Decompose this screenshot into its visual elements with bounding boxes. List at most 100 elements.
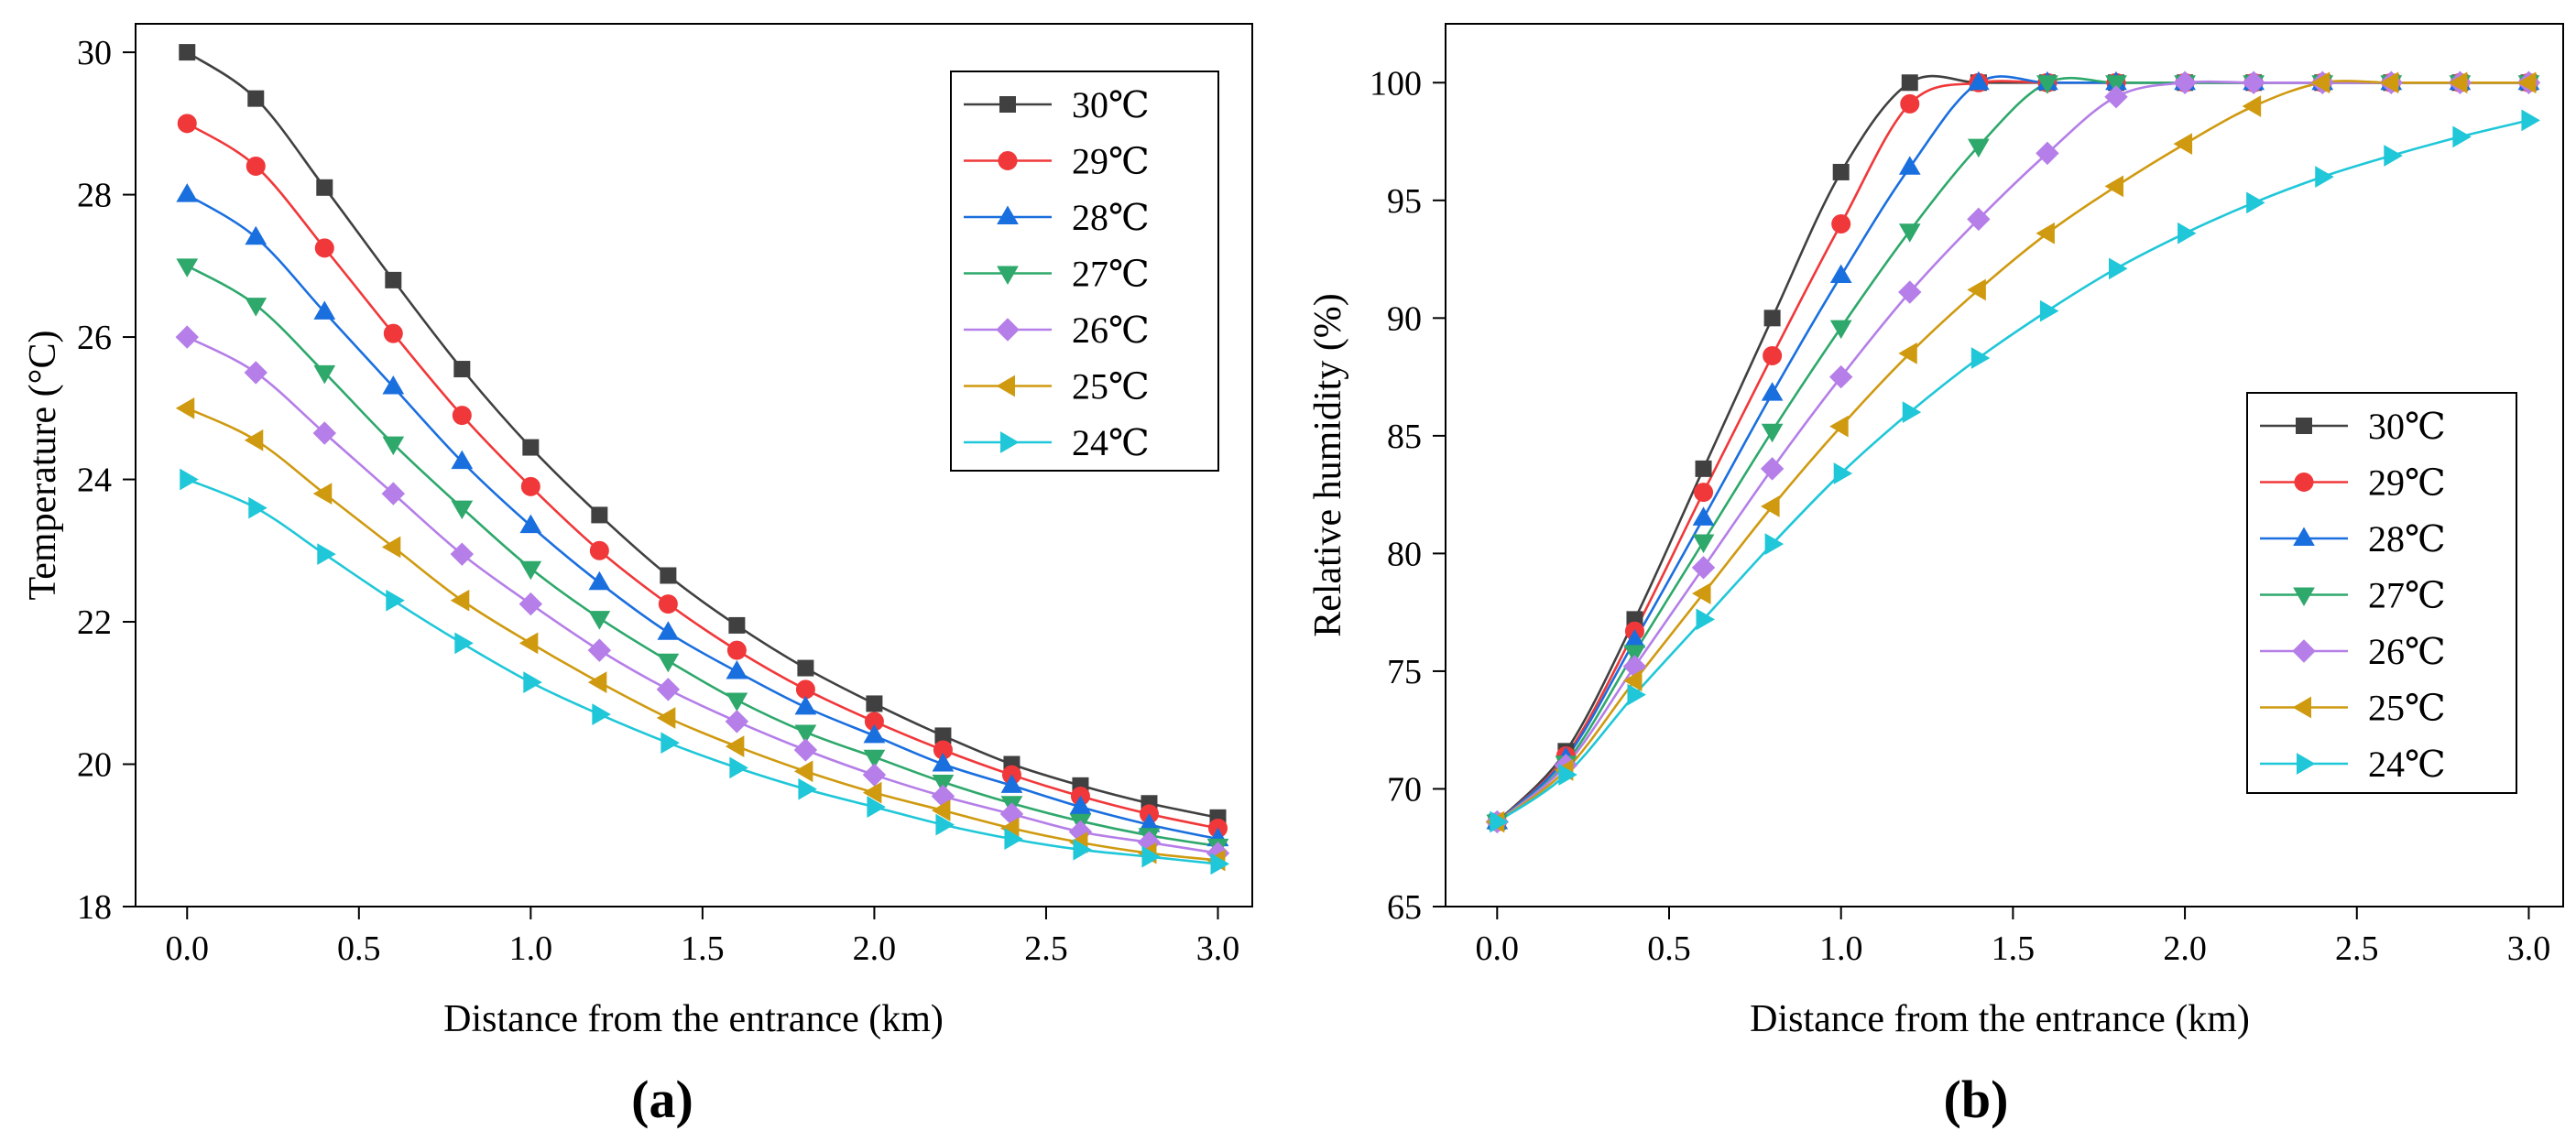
axis-ticks: 0.0 0.5 1.0 1.5 2.0 2.5 3.0 65 70 75 80 85 90 95 100 (1370, 64, 2550, 968)
x-tick-label: 0.5 (1647, 929, 1691, 968)
legend-box (2246, 392, 2517, 794)
data-point (588, 570, 611, 591)
data-point (383, 323, 403, 343)
legend: 30℃ 29℃ 28℃ 27℃ 26℃ 25℃ 24℃ (950, 71, 1219, 472)
legend-marker (1000, 431, 1020, 453)
x-tick-label: 2.5 (2335, 929, 2379, 968)
data-point (1692, 506, 1715, 526)
data-point (1763, 310, 1781, 327)
panel-label-b: (b) (1944, 1070, 2009, 1129)
legend-item: 27℃ (964, 254, 1150, 295)
x-tick-label: 1.0 (509, 929, 553, 968)
data-point (726, 640, 747, 660)
x-tick-label: 0.5 (337, 929, 381, 968)
data-point (1490, 810, 1509, 833)
data-point (1761, 495, 1780, 517)
data-point (248, 496, 267, 519)
legend-marker (2296, 418, 2312, 434)
data-point (728, 616, 746, 634)
data-point (1069, 795, 1092, 815)
legend-item: 24℃ (964, 422, 1150, 463)
data-point (247, 90, 265, 107)
legend-label: 29℃ (1072, 141, 1150, 182)
data-point (725, 710, 749, 734)
legend-item: 26℃ (2260, 631, 2446, 672)
legend-label: 25℃ (1072, 366, 1150, 408)
legend-label: 27℃ (1072, 254, 1150, 295)
data-point (793, 760, 813, 783)
data-point (2039, 299, 2059, 322)
data-point (2173, 133, 2193, 155)
series-line (186, 478, 1218, 865)
data-point (313, 300, 336, 320)
data-point (2315, 166, 2334, 188)
data-point (454, 632, 474, 655)
legend-item: 24℃ (2260, 744, 2446, 785)
data-point (863, 723, 886, 744)
data-point (1967, 71, 1990, 91)
data-point (2242, 71, 2265, 94)
data-point (179, 44, 196, 61)
data-point (1691, 556, 1716, 580)
data-point (2104, 175, 2123, 198)
data-point (2246, 191, 2265, 214)
y-tick-label: 18 (77, 888, 112, 927)
panel-a-temperature-chart: 0.0 0.5 1.0 1.5 2.0 2.5 3.0 18 20 22 24 26 28 30 Dist… (22, 23, 1253, 1129)
data-point (935, 813, 955, 836)
data-point (1763, 345, 1783, 365)
data-point (452, 406, 472, 426)
legend-marker (996, 375, 1015, 397)
y-tick-label: 20 (77, 746, 112, 785)
data-point (2036, 222, 2055, 244)
data-point (522, 439, 540, 456)
series-line (186, 407, 1218, 862)
data-point (1901, 74, 1918, 92)
legend: 30℃ 29℃ 28℃ 27℃ 26℃ 25℃ 24℃ (2246, 392, 2517, 794)
data-point (729, 756, 748, 779)
data-point (1004, 828, 1023, 851)
data-point (862, 781, 882, 804)
x-tick-label: 1.5 (681, 929, 725, 968)
data-point (245, 298, 267, 317)
axis-ticks: 0.0 0.5 1.0 1.5 2.0 2.5 3.0 18 20 22 24 26 28 30 (77, 34, 1239, 968)
legend-item: 26℃ (964, 310, 1150, 351)
data-point (794, 724, 817, 744)
data-point (2521, 109, 2540, 132)
y-tick-label: 30 (77, 34, 112, 72)
y-tick-label: 22 (77, 603, 112, 642)
data-point (657, 653, 680, 673)
data-point (660, 732, 680, 755)
x-tick-label: 0.0 (166, 929, 210, 968)
legend-box (950, 71, 1219, 472)
data-point (523, 671, 542, 693)
data-point (798, 777, 817, 800)
data-point (1692, 534, 1715, 554)
data-point (1764, 533, 1785, 555)
data-point (587, 638, 612, 662)
data-point (175, 397, 195, 419)
data-point (1761, 382, 1784, 401)
x-tick-label: 1.5 (1992, 929, 2036, 968)
data-point (382, 375, 405, 395)
data-point (589, 540, 609, 560)
data-point (1898, 342, 1917, 364)
data-point (2105, 75, 2127, 94)
y-tick-label: 24 (77, 462, 112, 500)
y-axis-title: Relative humidity (%) (1307, 293, 1349, 637)
data-point (726, 692, 748, 712)
data-point (1558, 764, 1577, 786)
data-point (518, 592, 543, 616)
legend-item: 27℃ (2260, 575, 2446, 616)
legend-label: 30℃ (2368, 406, 2446, 447)
legend-item: 28℃ (964, 197, 1150, 238)
legend-label: 24℃ (1072, 422, 1150, 463)
panel-label-a: (a) (631, 1070, 693, 1129)
data-point (1141, 845, 1161, 868)
legend-label: 25℃ (2368, 688, 2446, 729)
data-point (2379, 71, 2399, 94)
legend-marker (998, 151, 1018, 170)
data-point (2452, 125, 2472, 148)
series-markers (1485, 71, 2541, 834)
plot-frame (135, 23, 1253, 907)
legend-item: 29℃ (964, 141, 1150, 182)
